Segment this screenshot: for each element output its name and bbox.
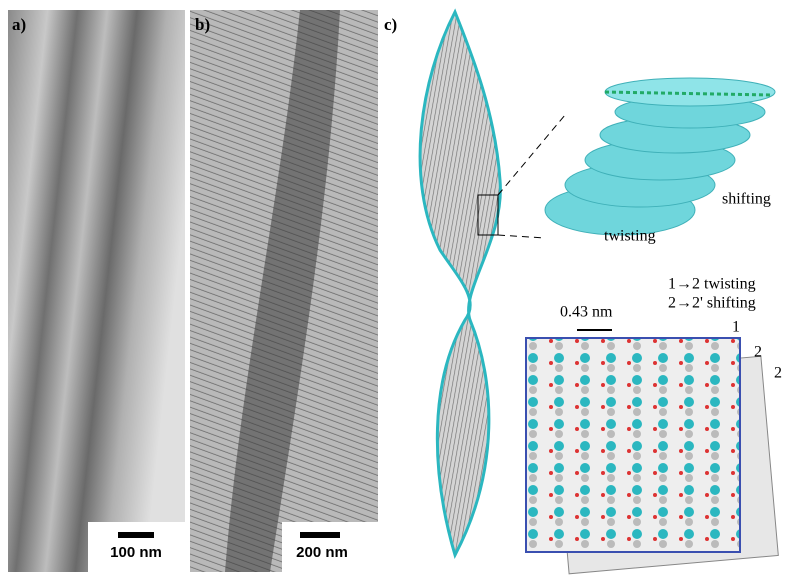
- layer-label: 1: [732, 319, 740, 336]
- annotation: 2→2' shifting: [668, 295, 756, 312]
- zoom-line: [498, 115, 565, 195]
- panel-a-image: [8, 10, 185, 572]
- panel-label: a): [12, 15, 26, 34]
- annotation: 1→2 twisting: [668, 276, 756, 293]
- scale-bar: [300, 532, 340, 538]
- layer-label: 2: [754, 344, 762, 361]
- annotation: shifting: [722, 191, 771, 208]
- panel-label: b): [195, 15, 210, 34]
- annotation: twisting: [604, 228, 656, 245]
- zoom-line: [498, 235, 545, 238]
- twisted-ribbon: [420, 12, 500, 555]
- panel-label: c): [384, 15, 397, 34]
- figure: a) 100 nm b) 200 nm c) twisting shifting…: [0, 0, 785, 575]
- annotation: 0.43 nm: [560, 304, 613, 321]
- disc-stack: [545, 78, 775, 235]
- scale-bar-label: 100 nm: [110, 544, 162, 561]
- layer-label: 2: [774, 365, 782, 382]
- scale-bar: [118, 532, 154, 538]
- scale-bar-label: 200 nm: [296, 544, 348, 561]
- molecular-layer: [526, 338, 740, 552]
